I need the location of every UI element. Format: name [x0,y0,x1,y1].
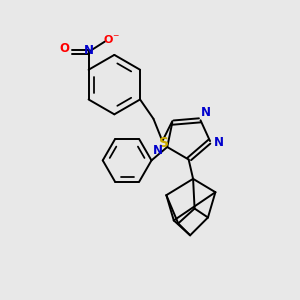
Text: S: S [159,136,169,151]
Text: N: N [214,136,224,149]
Text: O: O [60,42,70,56]
Text: O$^{-}$: O$^{-}$ [103,32,120,44]
Text: N: N [200,106,211,119]
Text: N: N [153,144,163,157]
Text: N: N [84,44,94,57]
